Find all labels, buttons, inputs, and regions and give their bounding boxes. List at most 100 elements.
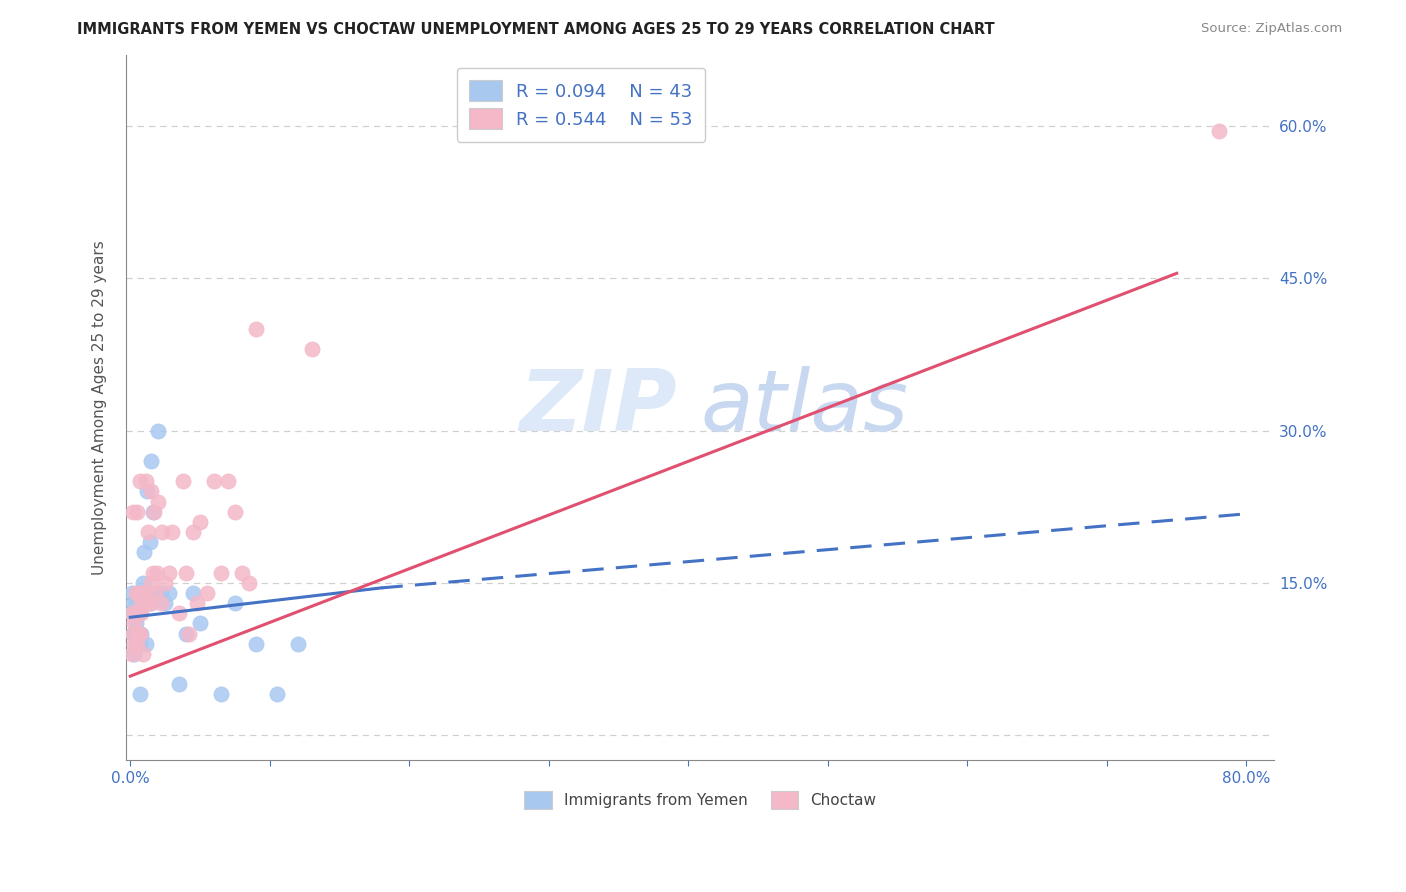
Point <box>125 637 148 651</box>
Point <box>132 647 155 661</box>
Point <box>177 626 200 640</box>
Point <box>121 606 143 620</box>
Point <box>188 616 211 631</box>
Point <box>266 688 288 702</box>
Point <box>153 596 176 610</box>
Point <box>124 606 146 620</box>
Point <box>186 596 208 610</box>
Point <box>122 626 145 640</box>
Point <box>127 626 149 640</box>
Point <box>287 637 309 651</box>
Point <box>122 505 145 519</box>
Point <box>224 596 246 610</box>
Point <box>143 505 166 519</box>
Point <box>131 596 153 610</box>
Point <box>141 484 163 499</box>
Point <box>172 475 194 489</box>
Point <box>146 494 169 508</box>
Point <box>174 566 197 580</box>
Point <box>135 637 157 651</box>
Point <box>202 475 225 489</box>
Text: atlas: atlas <box>700 367 908 450</box>
Point <box>124 616 146 631</box>
Point <box>149 596 172 610</box>
Point <box>209 688 232 702</box>
Point <box>134 545 156 559</box>
Point <box>127 637 149 651</box>
Point <box>131 606 153 620</box>
Point <box>209 566 232 580</box>
Point <box>301 343 323 357</box>
Point <box>121 606 143 620</box>
Point <box>224 505 246 519</box>
Text: IMMIGRANTS FROM YEMEN VS CHOCTAW UNEMPLOYMENT AMONG AGES 25 TO 29 YEARS CORRELAT: IMMIGRANTS FROM YEMEN VS CHOCTAW UNEMPLO… <box>77 22 995 37</box>
Point <box>134 586 156 600</box>
Point <box>131 626 153 640</box>
Point <box>174 626 197 640</box>
Point <box>128 626 150 640</box>
Point <box>125 586 148 600</box>
Point <box>127 606 149 620</box>
Point <box>127 606 149 620</box>
Point <box>142 566 165 580</box>
Point <box>129 637 152 651</box>
Point <box>181 586 204 600</box>
Point <box>127 586 149 600</box>
Point <box>146 566 169 580</box>
Point <box>141 596 163 610</box>
Point <box>145 586 167 600</box>
Point <box>160 524 183 539</box>
Point <box>139 535 162 549</box>
Legend: Immigrants from Yemen, Choctaw: Immigrants from Yemen, Choctaw <box>516 783 884 816</box>
Point <box>245 637 267 651</box>
Point <box>135 475 157 489</box>
Point <box>157 586 180 600</box>
Point <box>167 677 190 691</box>
Point <box>128 637 150 651</box>
Point <box>129 688 152 702</box>
Point <box>134 596 156 610</box>
Point <box>138 524 160 539</box>
Point <box>127 505 149 519</box>
Point <box>136 484 159 499</box>
Point <box>136 596 159 610</box>
Point <box>121 586 143 600</box>
Point <box>195 586 218 600</box>
Point <box>146 424 169 438</box>
Point <box>122 596 145 610</box>
Point <box>238 575 260 590</box>
Point <box>125 596 148 610</box>
Point <box>1208 124 1230 138</box>
Point <box>139 596 162 610</box>
Point <box>138 586 160 600</box>
Point <box>128 606 150 620</box>
Point <box>124 647 146 661</box>
Point <box>141 575 163 590</box>
Point <box>132 575 155 590</box>
Point <box>125 616 148 631</box>
Y-axis label: Unemployment Among Ages 25 to 29 years: Unemployment Among Ages 25 to 29 years <box>93 240 107 575</box>
Point <box>122 626 145 640</box>
Point <box>157 566 180 580</box>
Point <box>124 626 146 640</box>
Point <box>121 647 143 661</box>
Point <box>181 524 204 539</box>
Point <box>145 586 167 600</box>
Point <box>188 515 211 529</box>
Point <box>231 566 253 580</box>
Text: ZIP: ZIP <box>520 367 678 450</box>
Point <box>125 606 148 620</box>
Point <box>124 637 146 651</box>
Point <box>149 586 172 600</box>
Text: Source: ZipAtlas.com: Source: ZipAtlas.com <box>1202 22 1343 36</box>
Point <box>167 606 190 620</box>
Point <box>132 586 155 600</box>
Point <box>131 596 153 610</box>
Point <box>217 475 239 489</box>
Point <box>129 626 152 640</box>
Point <box>245 322 267 336</box>
Point <box>128 586 150 600</box>
Point <box>129 475 152 489</box>
Point <box>142 505 165 519</box>
Point <box>150 524 173 539</box>
